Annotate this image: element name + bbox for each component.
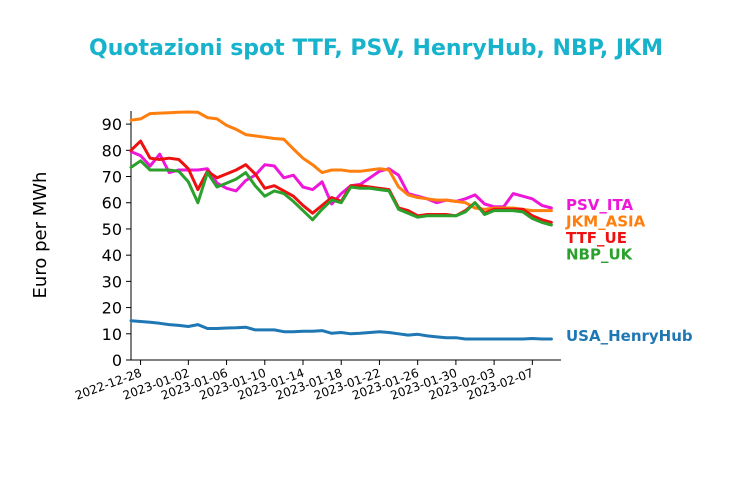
y-tick-label: 40 <box>102 246 122 265</box>
y-tick-label: 80 <box>102 141 122 160</box>
y-tick-label: 30 <box>102 272 122 291</box>
y-tick-label: 60 <box>102 194 122 213</box>
y-tick-label: 0 <box>112 351 122 370</box>
y-axis-label: Euro per MWh <box>30 172 51 299</box>
series-label-psv-ita: PSV_ITA <box>566 196 634 214</box>
y-tick-label: 10 <box>102 325 122 344</box>
series-line-nbp-uk <box>129 159 553 227</box>
series-line-psv-ita <box>129 150 553 210</box>
series-line-usa-henryhub <box>129 319 553 341</box>
series-label-jkm-asia: JKM_ASIA <box>565 213 646 231</box>
series-lines <box>129 110 553 341</box>
chart-title: Quotazioni spot TTF, PSV, HenryHub, NBP,… <box>89 36 663 61</box>
y-tick-label: 90 <box>102 115 122 134</box>
series-label-nbp-uk: NBP_UK <box>566 246 634 264</box>
y-tick-label: 50 <box>102 220 122 239</box>
axes: 01020304050607080902022-12-282023-01-022… <box>73 111 561 403</box>
y-tick-label: 20 <box>102 299 122 318</box>
y-tick-label: 70 <box>102 168 122 187</box>
series-label-ttf-ue: TTF_UE <box>566 229 627 247</box>
series-line-ttf-ue <box>129 139 553 224</box>
series-label-usa-henryhub: USA_HenryHub <box>566 327 693 345</box>
